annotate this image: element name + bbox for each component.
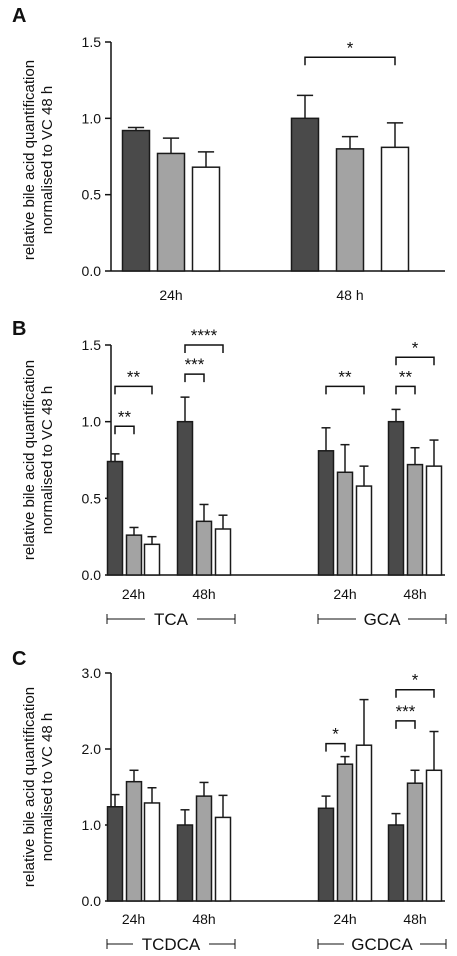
significance-bracket — [304, 56, 396, 66]
bar — [290, 117, 320, 272]
y-tick-label: 0.0 — [82, 567, 102, 583]
x-tick-label: 48h — [403, 586, 426, 602]
y-tick-label: 1.0 — [82, 110, 102, 126]
bar — [195, 795, 213, 902]
significance-bracket — [325, 742, 346, 752]
compound-label: GCDCA — [351, 935, 413, 954]
significance-label: ** — [338, 367, 352, 386]
bar — [317, 807, 335, 902]
bar — [336, 471, 354, 576]
significance-label: **** — [191, 326, 218, 345]
bar — [195, 520, 213, 576]
x-tick-label: 48h — [192, 586, 215, 602]
x-tick-label: 48 h — [336, 287, 363, 303]
bar — [425, 769, 443, 902]
panel-letter: B — [12, 318, 26, 340]
bar — [191, 166, 221, 272]
bar — [106, 806, 124, 902]
y-axis-label-line: normalised to VC 48 h — [39, 86, 56, 234]
significance-bracket — [184, 373, 205, 383]
panel-letter: A — [12, 5, 26, 27]
significance-bracket — [114, 385, 153, 395]
bar — [214, 528, 232, 576]
bar — [380, 146, 410, 272]
significance-bracket — [395, 720, 416, 729]
y-axis-label-line: relative bile acid quantification — [21, 60, 38, 260]
x-tick-label: 48h — [403, 911, 426, 927]
y-tick-label: 1.0 — [82, 414, 102, 430]
y-tick-label: 1.0 — [82, 817, 102, 833]
y-tick-label: 0.5 — [82, 187, 102, 203]
bar — [406, 782, 424, 902]
y-tick-label: 1.5 — [82, 34, 102, 50]
y-axis-label: relative bile acid quantificationnormali… — [21, 687, 56, 887]
y-tick-label: 0.0 — [82, 263, 102, 279]
compound-label: GCA — [364, 610, 402, 629]
bar — [143, 802, 161, 902]
significance-label: * — [412, 338, 419, 357]
compound-label: TCDCA — [142, 935, 201, 954]
significance-label: * — [412, 671, 419, 690]
bar — [176, 824, 194, 902]
x-tick-label: 24h — [333, 911, 356, 927]
significance-label: * — [347, 38, 354, 57]
x-tick-label: 48h — [192, 911, 215, 927]
significance-label: ** — [127, 367, 141, 386]
bar — [125, 534, 143, 576]
bar — [156, 152, 186, 272]
bar — [387, 420, 405, 576]
bar — [125, 780, 143, 902]
significance-bracket — [184, 344, 224, 353]
y-axis-label: relative bile acid quantificationnormali… — [21, 60, 56, 260]
significance-label: *** — [185, 355, 205, 374]
significance-label: ** — [118, 407, 132, 426]
significance-label: *** — [396, 702, 416, 721]
y-tick-label: 3.0 — [82, 665, 102, 681]
significance-bracket — [114, 425, 135, 435]
x-tick-label: 24h — [122, 911, 145, 927]
y-tick-label: 2.0 — [82, 741, 102, 757]
x-tick-label: 24h — [333, 586, 356, 602]
bar — [406, 463, 424, 576]
y-axis-label: relative bile acid quantificationnormali… — [21, 360, 56, 560]
x-tick-label: 24h — [159, 287, 182, 303]
bar — [106, 460, 124, 576]
x-tick-label: 24h — [122, 586, 145, 602]
y-axis-label-line: relative bile acid quantification — [21, 687, 38, 887]
y-axis-label-line: normalised to VC 48 h — [39, 713, 56, 861]
bar — [336, 763, 354, 902]
bar — [143, 543, 161, 576]
significance-bracket — [395, 385, 416, 395]
bar — [425, 465, 443, 576]
significance-label: * — [332, 725, 339, 744]
significance-bracket — [395, 356, 435, 366]
bar — [176, 420, 194, 576]
bar — [335, 148, 365, 272]
bar — [355, 744, 373, 902]
significance-bracket — [395, 688, 435, 698]
compound-label: TCA — [154, 610, 189, 629]
y-tick-label: 1.5 — [82, 337, 102, 353]
y-axis-label-line: normalised to VC 48 h — [39, 386, 56, 534]
y-axis-label-line: relative bile acid quantification — [21, 360, 38, 560]
panel-letter: C — [12, 648, 26, 670]
bar — [387, 824, 405, 902]
bar — [121, 129, 151, 272]
significance-label: ** — [399, 367, 413, 386]
bar — [317, 450, 335, 576]
significance-bracket — [325, 385, 365, 395]
y-tick-label: 0.5 — [82, 490, 102, 506]
y-tick-label: 0.0 — [82, 893, 102, 909]
bar — [214, 816, 232, 902]
bar — [355, 485, 373, 576]
